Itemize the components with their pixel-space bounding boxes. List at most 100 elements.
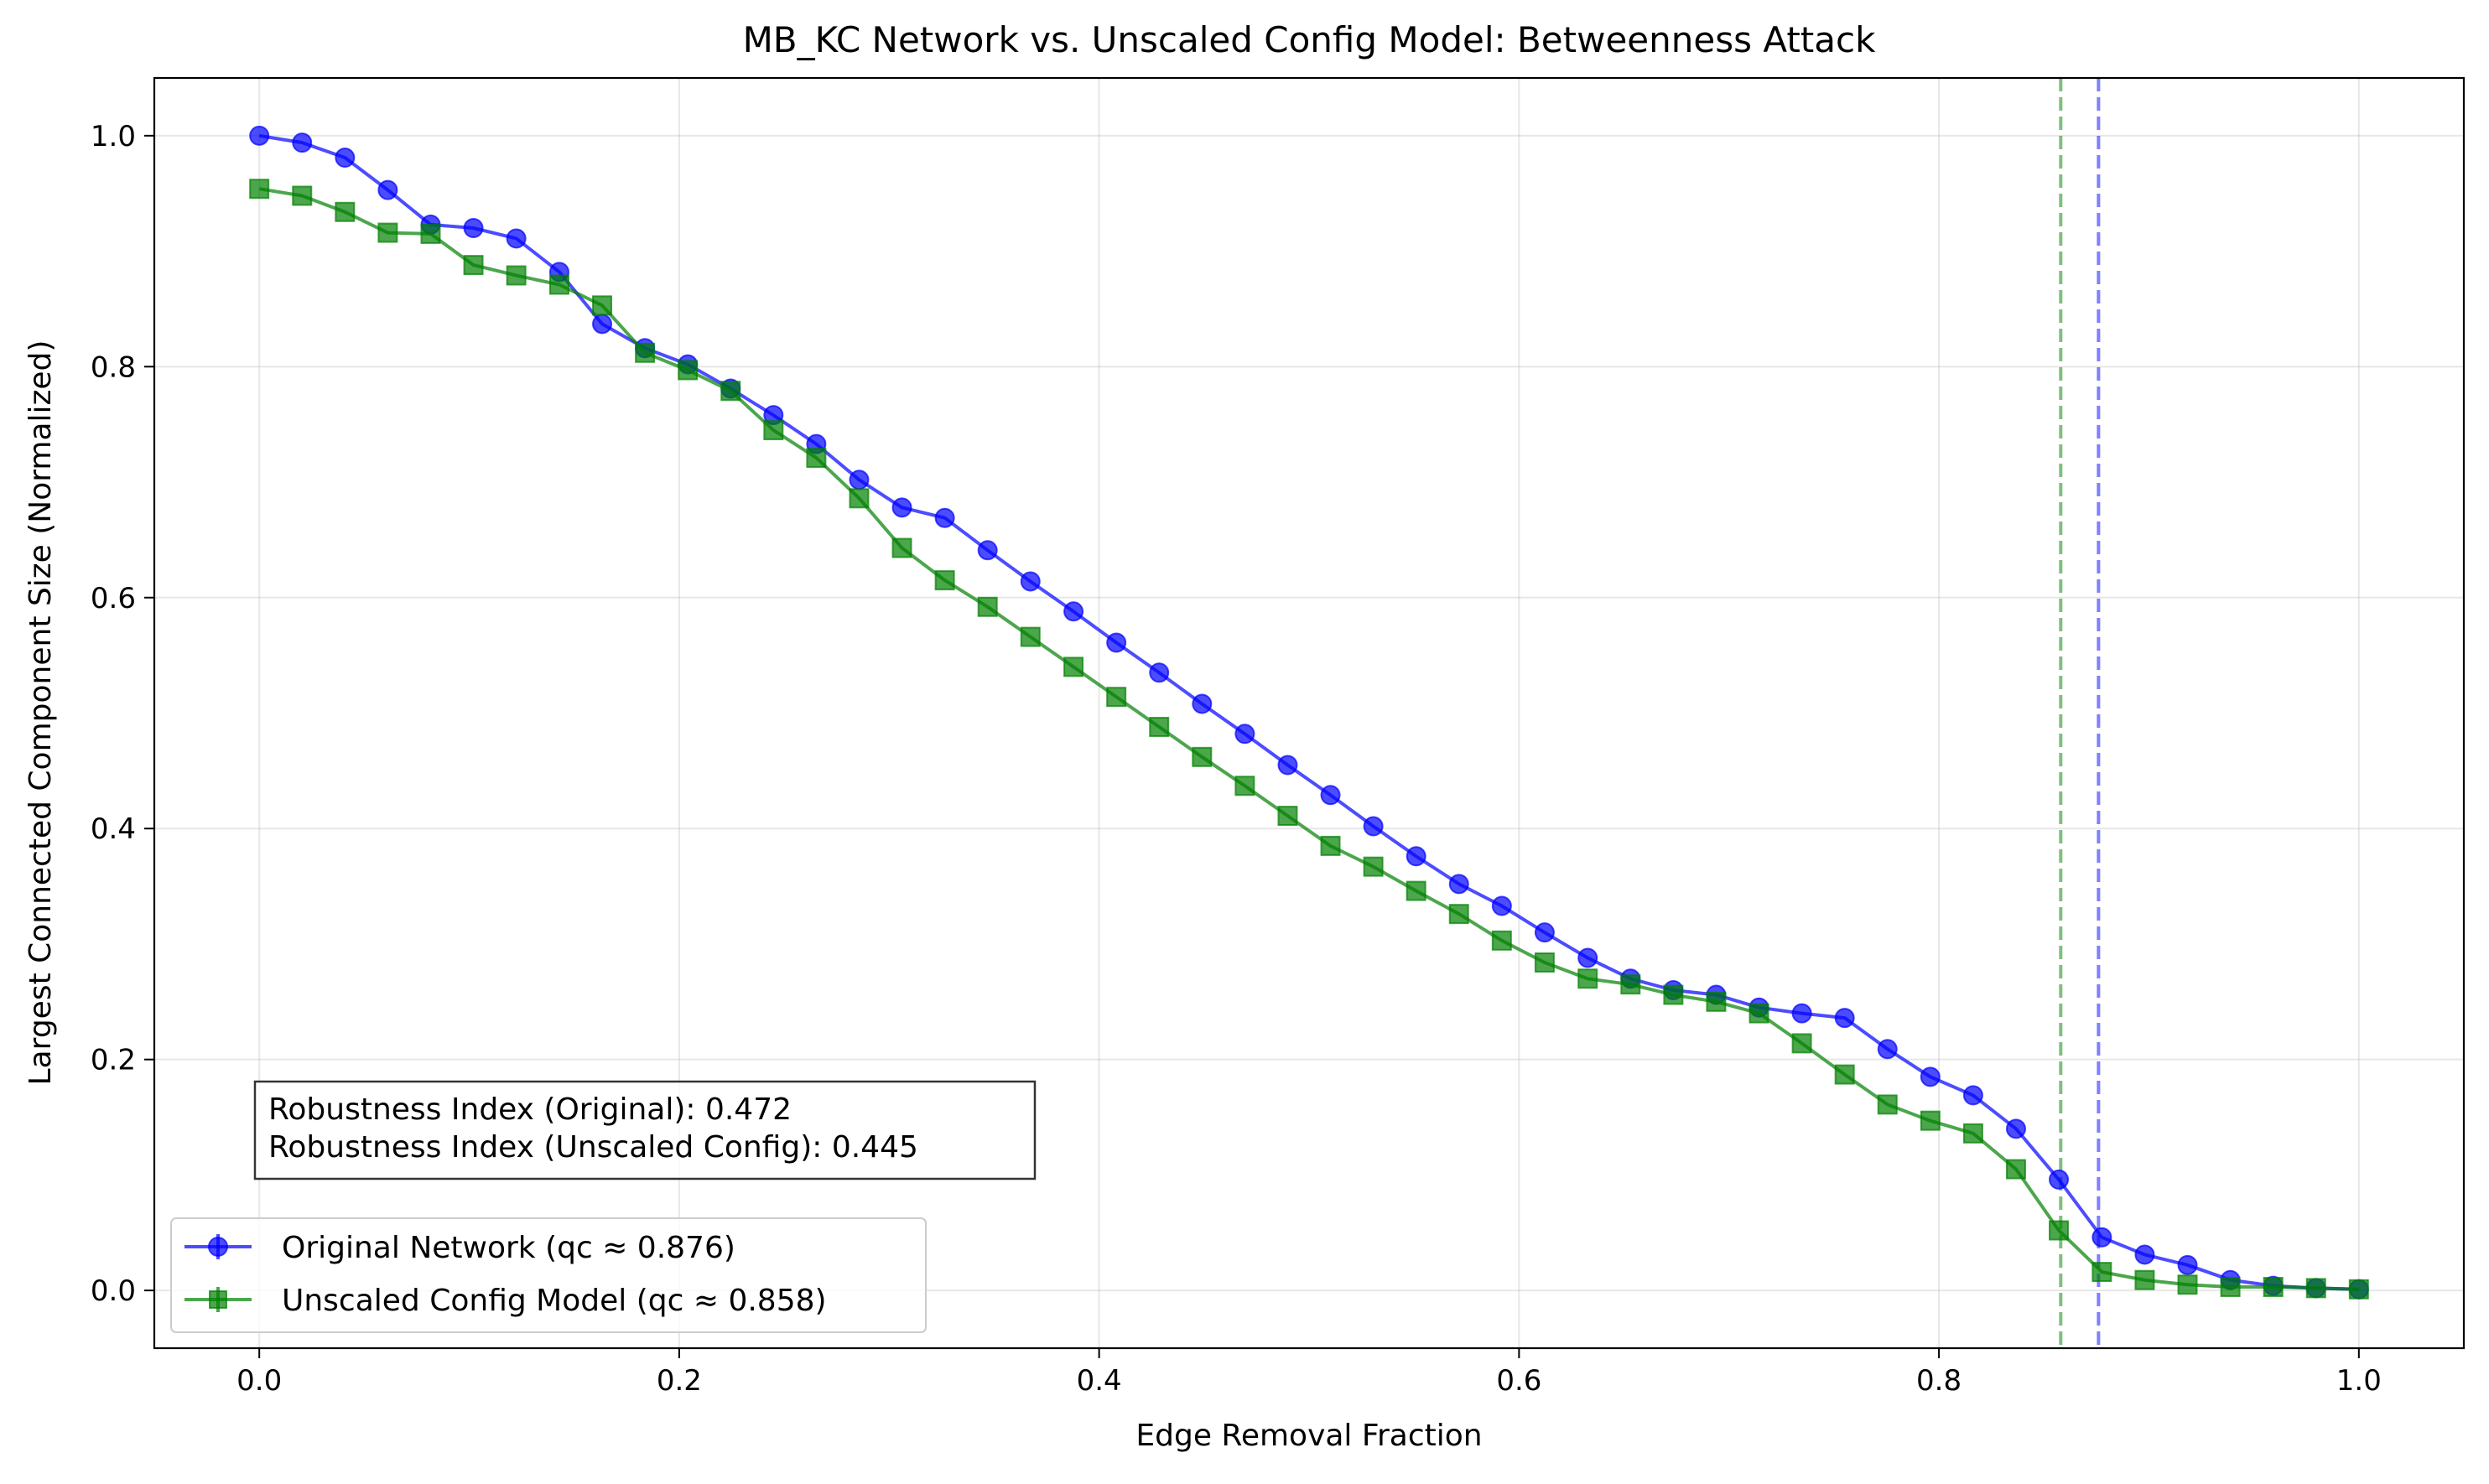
data-point (891, 497, 912, 518)
data-point (377, 222, 398, 243)
data-point (977, 596, 998, 617)
chart-title: MB_KC Network vs. Unscaled Config Model:… (743, 19, 1877, 60)
data-point (2177, 1274, 2198, 1295)
data-point (1448, 904, 1469, 925)
data-point (1149, 717, 1170, 738)
legend-marker-square (209, 1290, 227, 1309)
data-point (1962, 1123, 1983, 1144)
data-point (635, 342, 656, 363)
data-point (2005, 1118, 2026, 1139)
data-point (1234, 776, 1255, 796)
data-point (1663, 984, 1684, 1005)
robustness-index-unscaled: Robustness Index (Unscaled Config): 0.44… (268, 1130, 918, 1165)
data-point (1234, 724, 1255, 745)
legend-marker-circle (208, 1237, 228, 1257)
data-point (891, 537, 912, 558)
series-unscaled (249, 179, 2369, 1300)
grid (154, 78, 2464, 1348)
data-point (1620, 974, 1641, 995)
data-point (1834, 1064, 1855, 1085)
x-tick-label: 0.2 (657, 1364, 702, 1398)
data-point (849, 488, 870, 509)
data-point (1020, 571, 1041, 592)
data-point (2049, 1169, 2070, 1190)
data-point (1491, 895, 1512, 916)
data-point (548, 274, 569, 295)
data-point (1877, 1039, 1898, 1060)
x-tick-label: 0.0 (236, 1364, 282, 1398)
data-point (1149, 662, 1170, 683)
legend-entry-original: Original Network (qc ≈ 0.876) (184, 1231, 735, 1265)
data-point (1791, 1003, 1812, 1024)
y-tick-label: 0.6 (91, 582, 136, 615)
data-point (2091, 1227, 2112, 1248)
data-point (1920, 1110, 1941, 1131)
x-tick-label: 0.4 (1077, 1364, 1122, 1398)
data-point (1534, 922, 1555, 943)
legend-entry-unscaled: Unscaled Config Model (qc ≈ 0.858) (184, 1284, 827, 1318)
data-point (1962, 1085, 1983, 1106)
legend: Original Network (qc ≈ 0.876) Unscaled C… (170, 1217, 927, 1333)
data-point (720, 381, 741, 402)
data-point (506, 265, 527, 286)
data-point (1877, 1094, 1898, 1115)
data-point (1834, 1008, 1855, 1029)
data-point (335, 148, 356, 169)
data-point (2091, 1262, 2112, 1283)
data-point (1063, 601, 1084, 622)
data-point (292, 132, 313, 153)
data-point (1491, 930, 1512, 951)
x-tick-label: 0.8 (1916, 1364, 1962, 1398)
data-point (763, 420, 784, 441)
data-point (592, 314, 613, 335)
data-point (1192, 746, 1213, 767)
legend-frame (170, 1217, 927, 1333)
data-point (1063, 656, 1084, 677)
data-point (1363, 856, 1384, 877)
data-point (678, 360, 699, 381)
data-point (1277, 755, 1298, 776)
data-point (1106, 687, 1127, 708)
data-point (1406, 846, 1426, 867)
y-tick-label: 0.4 (91, 812, 136, 846)
data-point (463, 255, 484, 276)
data-point (592, 295, 613, 316)
data-point (420, 223, 441, 244)
data-point (506, 228, 527, 249)
y-tick-label: 0.8 (91, 350, 136, 384)
plot-frame (153, 76, 2466, 1350)
data-point (1448, 874, 1469, 895)
data-point (2134, 1269, 2155, 1290)
y-axis-label: Largest Connected Component Size (Normal… (23, 340, 58, 1086)
axis-ticks: 0.0 0.2 0.4 0.6 0.8 1.0 0.0 0.2 0.4 0.6 0.8 1.0 (91, 120, 2382, 1398)
y-tick-label: 0.0 (91, 1274, 136, 1308)
data-point (934, 570, 955, 591)
data-point (806, 448, 827, 469)
data-point (1277, 806, 1298, 827)
data-point (1577, 968, 1598, 989)
data-point (463, 218, 484, 239)
data-point (335, 201, 356, 222)
data-point (2263, 1277, 2284, 1298)
data-point (1320, 835, 1341, 856)
data-point (1706, 991, 1727, 1012)
legend-label-original: Original Network (qc ≈ 0.876) (282, 1231, 735, 1265)
data-point (249, 179, 270, 200)
y-tick-label: 1.0 (91, 120, 136, 153)
x-axis-label: Edge Removal Fraction (1135, 1419, 1482, 1453)
data-point (2134, 1244, 2155, 1265)
data-point (1534, 952, 1555, 973)
data-point (1406, 880, 1426, 901)
x-tick-label: 0.6 (1496, 1364, 1541, 1398)
data-point (1020, 626, 1041, 647)
data-point (2049, 1220, 2070, 1241)
data-point (1363, 816, 1384, 837)
data-point (2305, 1278, 2326, 1299)
data-point (1791, 1033, 1812, 1054)
data-point (2005, 1159, 2026, 1180)
data-point (1192, 693, 1213, 714)
data-point (1320, 785, 1341, 806)
robustness-index-original: Robustness Index (Original): 0.472 (268, 1092, 792, 1127)
